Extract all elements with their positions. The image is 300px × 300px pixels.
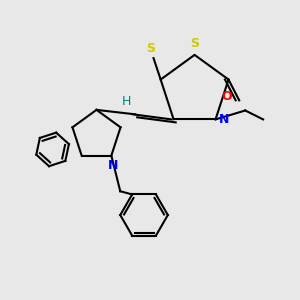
Text: N: N bbox=[108, 159, 118, 172]
Text: S: S bbox=[146, 42, 155, 55]
Text: S: S bbox=[190, 38, 199, 50]
Text: N: N bbox=[218, 113, 229, 126]
Text: O: O bbox=[222, 90, 232, 103]
Text: H: H bbox=[122, 95, 131, 108]
